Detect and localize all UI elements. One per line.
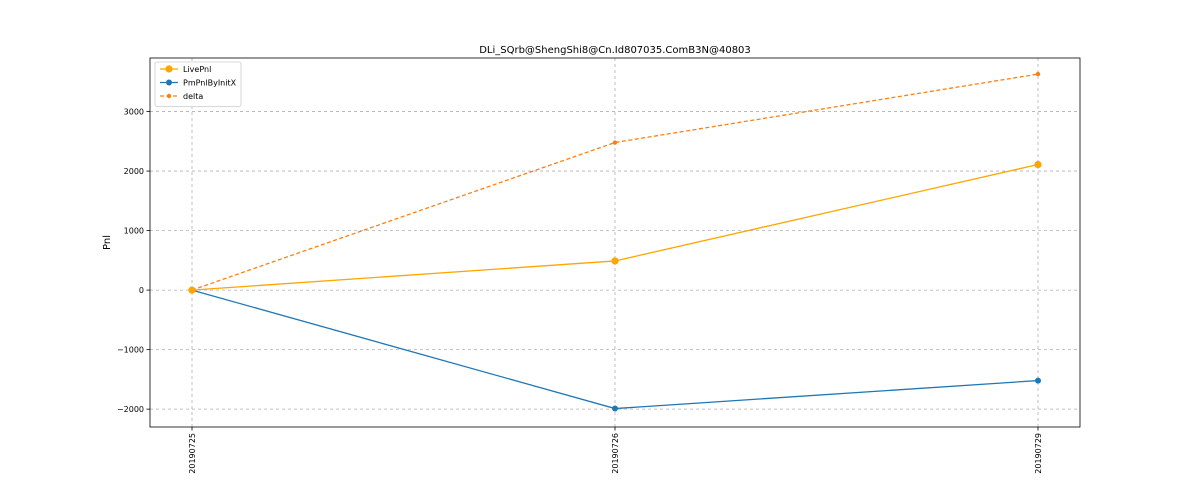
ticks-layer: −2000 −1000 0 1000 2000 3000 20190725 20190726 2… (117, 108, 1043, 474)
legend-marker (166, 93, 172, 99)
data-point (1035, 377, 1041, 384)
y-tick-label: 2000 (124, 167, 144, 176)
y-tick-label: 1000 (124, 227, 144, 236)
legend: LivePnl PmPnlByInitX delta (154, 61, 242, 107)
legend-label: LivePnl (183, 65, 211, 74)
legend-label: PmPnlByInitX (183, 79, 237, 88)
data-point (611, 257, 619, 265)
legend-item: LivePnl (160, 65, 211, 74)
legend-marker (165, 65, 173, 73)
x-tick-label: 20190729 (1034, 433, 1043, 474)
y-tick-label: −1000 (117, 346, 144, 355)
chart-title: DLi_SQrb@ShengShi8@Cn.Id807035.ComB3N@40… (479, 45, 751, 56)
grid-layer (150, 58, 1080, 427)
series-LivePnl (188, 160, 1042, 294)
legend-label: delta (183, 92, 203, 101)
data-point (612, 140, 618, 145)
data-point (1034, 160, 1042, 169)
y-tick-label: 0 (139, 286, 144, 295)
legend-item: delta (160, 92, 203, 101)
legend-marker (166, 79, 172, 86)
data-point (1035, 71, 1041, 77)
legend-item: PmPnlByInitX (160, 79, 237, 88)
data-point (188, 286, 196, 294)
data-point (612, 405, 618, 412)
x-tick-label: 20190725 (188, 433, 197, 474)
y-tick-label: 3000 (124, 108, 144, 117)
x-tick-label: 20190726 (611, 433, 620, 474)
y-tick-label: −2000 (117, 405, 144, 414)
series-layer (188, 71, 1042, 412)
y-axis-label: Pnl (102, 235, 113, 250)
